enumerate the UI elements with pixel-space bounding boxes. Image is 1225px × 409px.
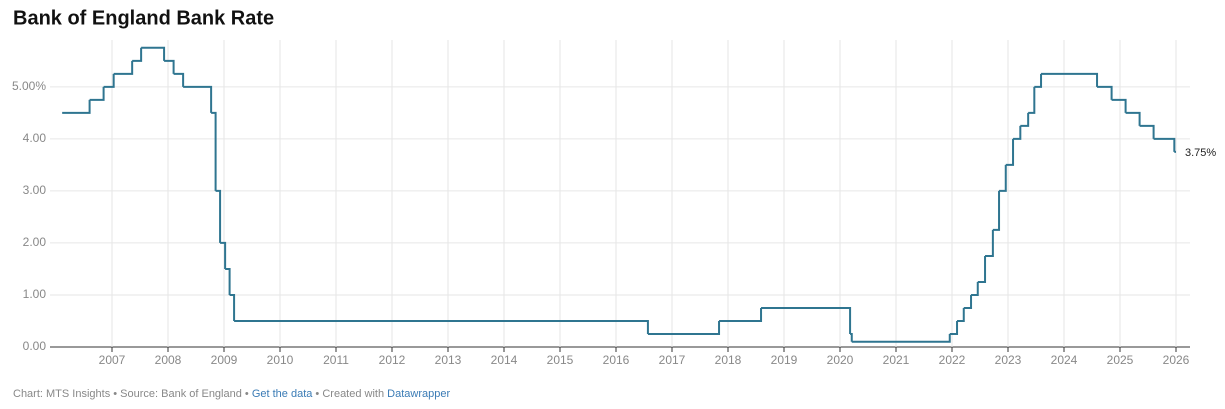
end-label: 3.75% (1185, 147, 1216, 159)
x-tick-label: 2007 (99, 353, 126, 367)
x-tick-label: 2023 (995, 353, 1022, 367)
x-tick-label: 2011 (323, 353, 349, 367)
rate-step (1125, 111, 1141, 126)
rate-step (963, 294, 973, 309)
rate-step (1005, 138, 1015, 166)
rate-step (220, 241, 227, 269)
rate-step (132, 47, 143, 62)
rate-step (985, 229, 994, 257)
rate-step (1041, 72, 1099, 87)
x-tick-label: 2024 (1051, 353, 1078, 367)
rate-step (851, 333, 951, 343)
rate-step (183, 85, 213, 113)
rate-step (89, 86, 105, 101)
rate-step (957, 307, 965, 322)
footer: Chart: MTS Insights • Source: Bank of En… (13, 388, 450, 400)
x-tick-label: 2018 (715, 353, 742, 367)
x-tick-label: 2012 (379, 353, 406, 367)
rate-step (173, 72, 185, 87)
rate-step (211, 111, 217, 191)
y-tick-label: 4.00 (23, 131, 47, 145)
rate-step (1013, 125, 1022, 140)
x-tick-label: 2020 (827, 353, 854, 367)
rate-step (1028, 86, 1036, 114)
x-tick-label: 2010 (267, 353, 294, 367)
rate-step (62, 99, 91, 114)
rate-step (761, 306, 852, 334)
rate-step (850, 332, 853, 342)
rate-step (1153, 137, 1176, 152)
chart-title: Bank of England Bank Rate (13, 7, 274, 29)
y-tick-label: 5.00% (12, 79, 46, 93)
rate-step (971, 281, 979, 296)
rate-step (141, 46, 166, 61)
rate-step (992, 190, 1001, 231)
rate-step (1020, 112, 1030, 127)
footer-text: Chart: MTS Insights • Source: Bank of En… (13, 388, 252, 400)
x-tick-label: 2019 (771, 353, 798, 367)
rate-step (1111, 98, 1127, 113)
x-tick-label: 2017 (659, 353, 686, 367)
x-tick-label: 2021 (883, 353, 910, 367)
y-tick-label: 1.00 (23, 287, 47, 301)
rate-step (1097, 85, 1113, 100)
rate-step (999, 164, 1007, 192)
x-tick-label: 2008 (155, 353, 182, 367)
rate-step (164, 59, 175, 74)
credit-link[interactable]: Datawrapper (387, 388, 451, 400)
rate-step (215, 189, 222, 243)
y-tick-label: 0.00 (23, 339, 47, 353)
rate-step (1139, 124, 1155, 139)
x-tick-label: 2025 (1107, 353, 1134, 367)
rate-step (1034, 73, 1043, 88)
x-tick-label: 2022 (939, 353, 966, 367)
rate-step (977, 255, 987, 283)
x-tick-label: 2014 (491, 353, 518, 367)
footer-text: • Created with (312, 388, 388, 400)
rate-step (103, 73, 115, 88)
x-tick-label: 2013 (435, 353, 462, 367)
x-tick-label: 2009 (211, 353, 238, 367)
data-link[interactable]: Get the data (251, 388, 313, 400)
rate-step (229, 293, 236, 321)
rate-step (719, 307, 763, 322)
x-tick-label: 2016 (603, 353, 630, 367)
rate-step (647, 320, 721, 335)
y-tick-label: 3.00 (23, 183, 47, 197)
y-tick-label: 2.00 (23, 235, 47, 249)
x-tick-label: 2026 (1163, 353, 1190, 367)
chart: Bank of England Bank Rate 0.00 1.00 2.00 3.… (12, 7, 1216, 367)
rate-step (234, 319, 649, 334)
rate-step (225, 267, 231, 295)
rate-step (949, 320, 959, 335)
rate-step (113, 60, 134, 75)
x-tick-label: 2015 (547, 353, 574, 367)
